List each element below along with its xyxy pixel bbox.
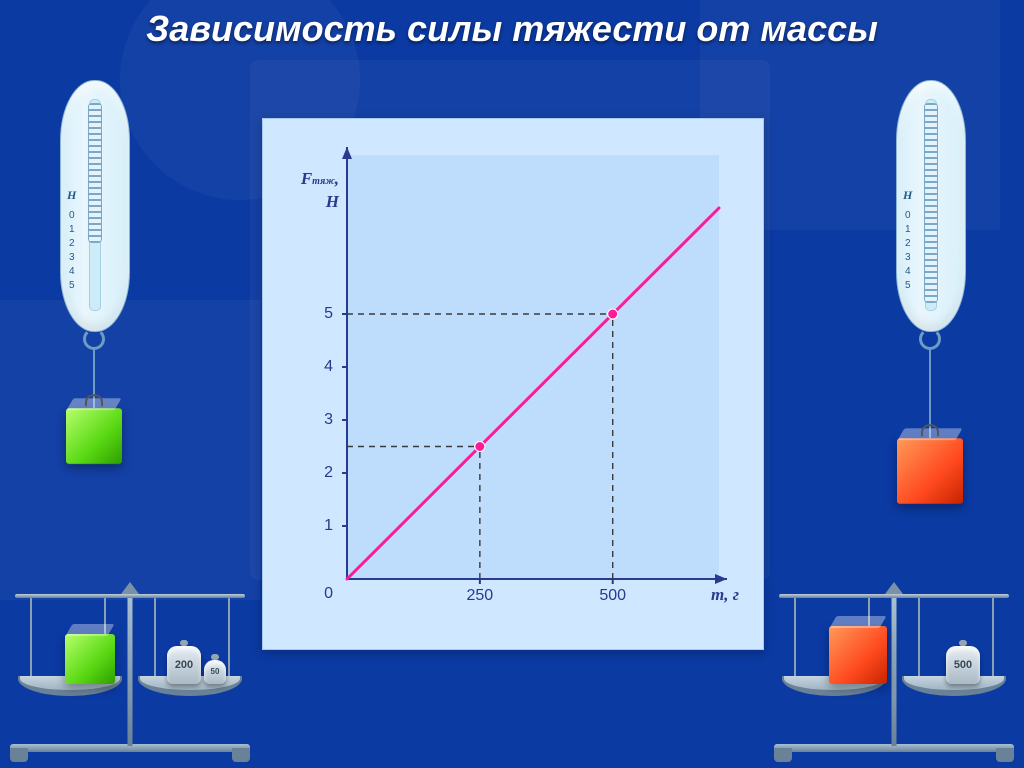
dynamometer-shell: Н 012345 [60,80,130,332]
chart-card: Fтяж, Н m, г 123450250500 [262,118,764,650]
dynamometer-spring [88,103,102,243]
balance-scale-right: 500 [764,522,1024,762]
scale-tick: 4 [69,265,75,279]
dynamometer-left: Н 012345 [60,80,128,332]
scale-tick: 5 [69,279,75,293]
scale-tick: 3 [69,251,75,265]
cube-green [65,634,115,684]
balance-wire [228,598,230,678]
balance-wire [154,598,156,678]
hanging-cube-green [66,408,122,464]
balance-foot [774,748,792,762]
dynamometer-scale: 012345 [69,209,75,293]
balance-foot [996,748,1014,762]
balance-load-cube [800,626,858,684]
dynamometer-scale: 012345 [905,209,911,293]
dynamometer-shell: Н 012345 [896,80,966,332]
balance-wire [918,598,920,678]
scale-tick: 3 [905,251,911,265]
axis-tick-label: 3 [297,411,333,429]
balance-beam [15,594,245,598]
axis-tick-label: 500 [599,587,626,605]
scale-tick: 2 [69,237,75,251]
chart-svg [263,119,763,649]
axis-tick-label: 250 [466,587,493,605]
page-title: Зависимость силы тяжести от массы [0,8,1024,50]
balance-pillar [128,596,133,746]
dynamometer-spring [924,103,938,303]
scale-tick: 0 [905,209,911,223]
scale-tick: 4 [905,265,911,279]
balance-foot [232,748,250,762]
axis-tick-label: 1 [297,517,333,535]
dynamometer-hook [919,328,941,350]
axis-tick-label: 4 [297,358,333,376]
axis-tick-label: 5 [297,305,333,323]
balance-wire [794,598,796,678]
dynamometer-unit-label: Н [903,189,912,201]
balance-scale-left: 20050 [0,522,260,762]
balance-load-weights: 500 [946,646,980,684]
dynamometer-right: Н 012345 [896,80,964,332]
scale-tick: 5 [905,279,911,293]
balance-load-cube [40,634,90,684]
balance-foot [10,748,28,762]
cube-red [829,626,887,684]
gram-weight: 200 [167,646,201,684]
axis-tick-label: 2 [297,464,333,482]
gram-weight: 50 [204,660,226,684]
dynamometer-unit-label: Н [67,189,76,201]
hanging-cube-red [897,438,963,504]
balance-beam [779,594,1009,598]
gram-weight: 500 [946,646,980,684]
axis-tick-label: 0 [297,585,333,603]
balance-wire [992,598,994,678]
balance-pillar [892,596,897,746]
balance-load-weights: 20050 [167,646,226,684]
dynamometer-hook [83,328,105,350]
scale-tick: 1 [905,223,911,237]
balance-wire [30,598,32,678]
scale-tick: 1 [69,223,75,237]
scale-tick: 2 [905,237,911,251]
scale-tick: 0 [69,209,75,223]
